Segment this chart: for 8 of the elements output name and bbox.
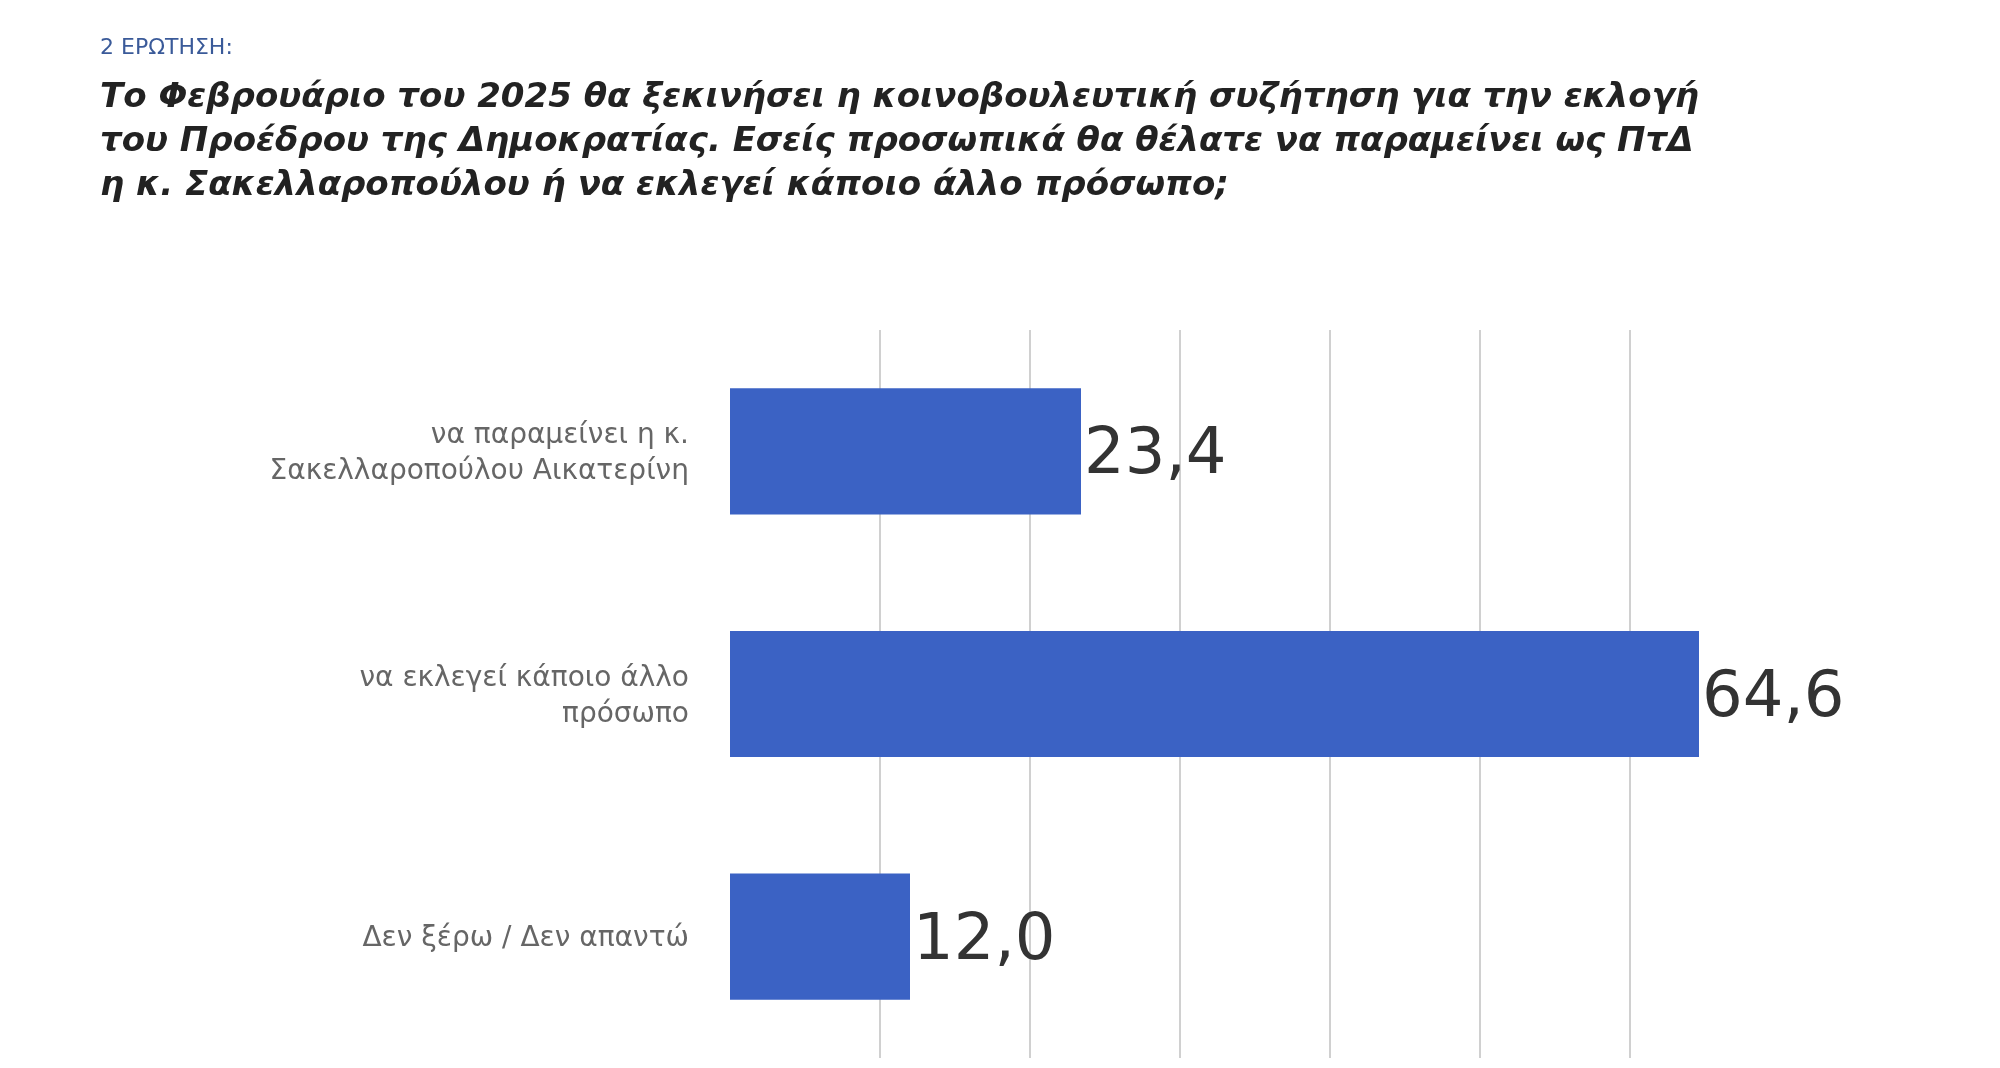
y-tick-label: να εκλεγεί κάποιο άλλο πρόσωπο: [359, 659, 689, 729]
y-tick-label: να παραμείνει η κ. Σακελλαροπούλου Αικατερίνη: [269, 416, 689, 487]
data-label: 12,0: [913, 899, 1056, 974]
chart-title: Το Φεβρουάριο του 2025 θα ξεκινήσει η κοινοβουλευτική συζήτηση για την εκλογή του Προέδρου της Δημοκρατίας. Εσείς προσωπικά θα θέλατε να παραμείνει ως ΠτΔ η κ. Σακελλαροπούλου ή να εκλεγεί κάποιο άλλο πρόσωπο;: [100, 74, 1699, 204]
y-tick-label: Δεν ξέρω / Δεν απαντώ: [362, 920, 689, 954]
data-label: 23,4: [1084, 414, 1227, 489]
data-label: 64,6: [1702, 657, 1845, 731]
text: 2 ΕΡΩΤΗΣΗ:: [100, 34, 233, 59]
